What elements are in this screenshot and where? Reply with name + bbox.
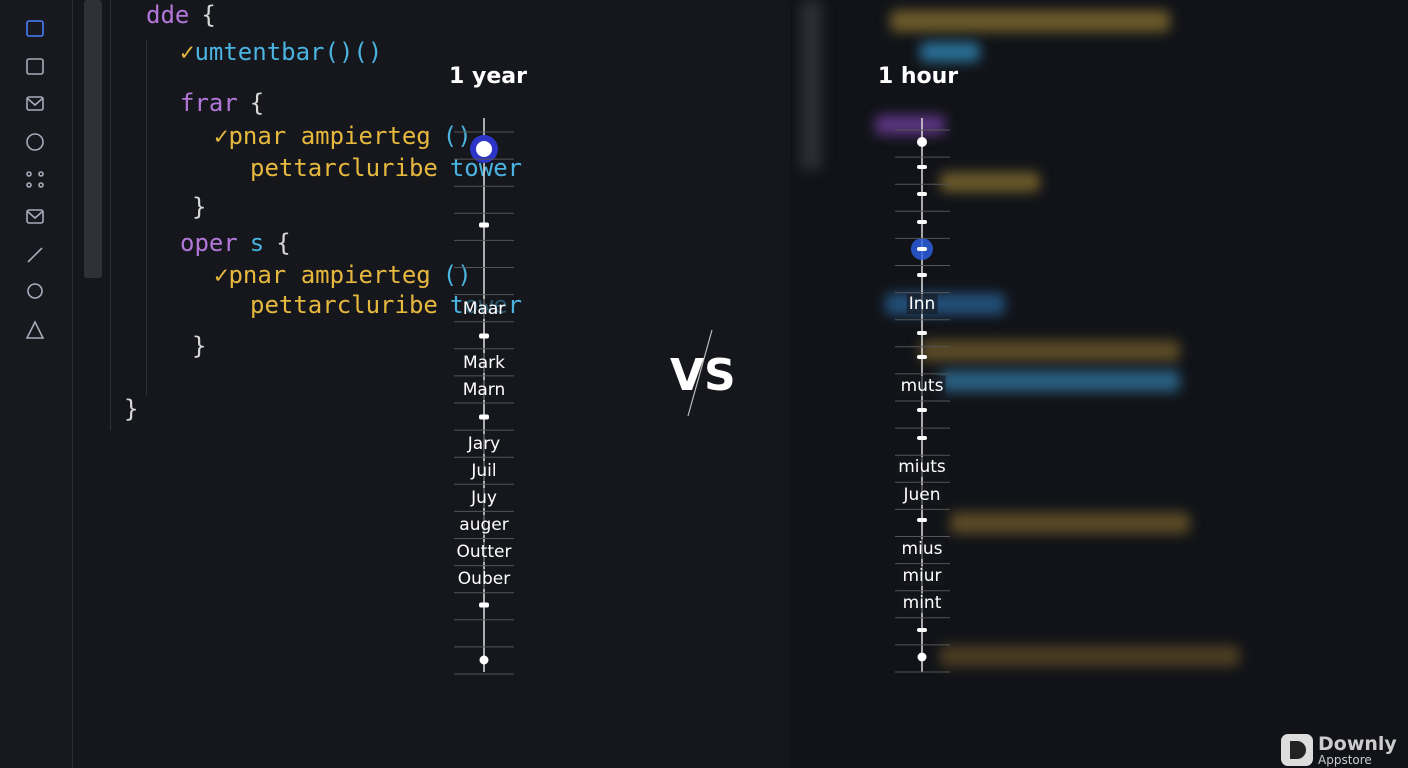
timeline-tick xyxy=(917,518,927,522)
code-token: dde xyxy=(146,1,190,29)
watermark-sub: Appstore xyxy=(1318,753,1372,767)
code-token: oper xyxy=(180,229,238,257)
code-token: pnar ampierteg xyxy=(228,261,431,289)
code-token: () xyxy=(442,122,472,150)
timeline-label: auger xyxy=(457,515,511,535)
timeline-title: 1 year xyxy=(449,64,527,89)
blur-block xyxy=(940,370,1180,392)
code-line: ✓umtentbar()() xyxy=(180,38,382,66)
blur-block xyxy=(950,512,1190,534)
versus: VS xyxy=(670,350,736,401)
code-token: ✓ xyxy=(214,122,229,150)
code-token: umtentbar()() xyxy=(194,38,383,66)
timeline-label: Juil xyxy=(469,461,499,481)
watermark-logo xyxy=(1281,734,1313,766)
timeline-label: Ouber xyxy=(455,569,513,589)
code-token: pettarcluribe xyxy=(250,291,438,319)
code-token: ✓ xyxy=(214,261,229,289)
code-token: ✓ xyxy=(180,38,195,66)
timeline-tick xyxy=(917,436,927,440)
timeline-tick xyxy=(917,192,927,196)
timeline-tick xyxy=(917,247,927,251)
code-line: } xyxy=(192,332,206,360)
timeline-dot xyxy=(917,137,927,147)
indent-guide xyxy=(146,40,147,395)
code-line: dde { xyxy=(146,1,216,29)
sidebar-icons xyxy=(25,20,45,339)
blurred-code xyxy=(790,0,1408,768)
code-line: ✓pnar ampierteg () xyxy=(214,261,472,289)
timeline-label: Maar xyxy=(460,299,508,319)
code-line: frar { xyxy=(180,89,264,117)
timeline-tick xyxy=(479,414,489,420)
code-token: { xyxy=(201,1,216,29)
code-line: oper s { xyxy=(180,229,291,257)
timeline-tick xyxy=(917,220,927,224)
watermark-name: Downly xyxy=(1318,733,1397,755)
timeline-dot xyxy=(917,652,927,662)
timeline-tick xyxy=(479,333,489,339)
timeline-label: Juen xyxy=(901,485,943,505)
code-token: pettarcluribe xyxy=(250,154,438,182)
timeline-tick xyxy=(917,165,927,169)
scrollbar xyxy=(84,0,102,278)
code-token: () xyxy=(442,261,472,289)
timeline-label: Jary xyxy=(465,434,503,454)
timeline-tick xyxy=(917,331,927,335)
code-line: } xyxy=(192,193,206,221)
timeline-label: miur xyxy=(900,566,944,586)
timeline-label: mius xyxy=(899,539,945,559)
timeline-label: Juy xyxy=(469,488,499,508)
timeline-title: 1 hour xyxy=(877,64,959,89)
blur-block xyxy=(920,340,1180,362)
code-token: } xyxy=(124,395,139,423)
code-token: } xyxy=(192,193,207,221)
blur-block xyxy=(940,645,1240,667)
code-token: { xyxy=(249,89,265,117)
timeline-label: muts xyxy=(898,376,946,396)
sidebar xyxy=(0,0,73,768)
timeline-tick xyxy=(479,222,489,228)
timeline-label: Outter xyxy=(454,542,514,562)
timeline-dot xyxy=(479,655,489,665)
timeline-tick xyxy=(917,408,927,412)
code-line: ✓pnar ampierteg () xyxy=(214,122,472,150)
timeline-label: Inn xyxy=(906,294,938,314)
blur-block xyxy=(890,10,1170,32)
timeline-tick xyxy=(917,355,927,359)
timeline-label: Mark xyxy=(461,353,507,373)
code-token: } xyxy=(192,332,207,360)
timeline-label: miuts xyxy=(896,457,948,477)
code-token: s xyxy=(249,229,265,257)
code-token: { xyxy=(276,229,291,257)
timeline-tick xyxy=(479,602,489,608)
code-token: pnar ampierteg xyxy=(228,122,431,150)
timeline-label: Marn xyxy=(460,380,508,400)
timeline-tick xyxy=(917,273,927,277)
code-line: } xyxy=(124,395,138,423)
timeline-label: mint xyxy=(900,593,944,613)
code-token: frar xyxy=(180,89,238,117)
timeline-tick xyxy=(917,628,927,632)
code-editor: dde{✓umtentbar()() frar{✓pnar ampierteg()… xyxy=(0,0,600,440)
blur-block xyxy=(920,42,980,62)
blur-block xyxy=(940,172,1040,192)
indent-guide xyxy=(110,0,111,430)
blur-block xyxy=(800,0,822,170)
